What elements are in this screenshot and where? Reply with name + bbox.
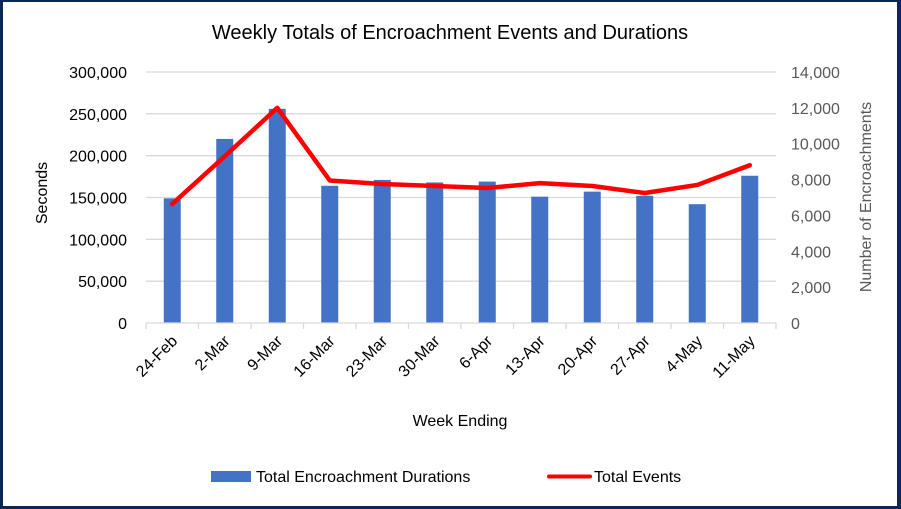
y-axis-left: 0 50,000 100,000 150,000 200,000 250,000 300,0… (69, 65, 127, 333)
y-left-tick-label: 150,000 (69, 191, 127, 208)
x-tick-label: 16-Mar (291, 332, 339, 380)
x-tick-label: 11-May (710, 333, 759, 382)
y-axis-right-title: Number of Encroachments (858, 102, 875, 292)
legend-label-durations: Total Encroachment Durations (256, 469, 470, 486)
bar-23-Mar[interactable] (373, 179, 391, 323)
x-tick-label: 6-Apr (456, 332, 496, 372)
point-6-Apr[interactable] (485, 185, 490, 190)
point-16-Mar[interactable] (327, 178, 332, 183)
point-20-Apr[interactable] (590, 184, 595, 189)
x-tick-label: 23-Mar (343, 332, 391, 380)
bar-2-Mar[interactable] (216, 138, 234, 323)
point-24-Feb[interactable] (170, 201, 175, 206)
point-27-Apr[interactable] (642, 191, 647, 196)
bar-11-May[interactable] (741, 175, 759, 323)
bar-30-Mar[interactable] (426, 182, 444, 323)
x-tick-label: 9-Mar (245, 332, 287, 374)
y-left-tick-label: 50,000 (78, 274, 127, 291)
x-tick-label: 24-Feb (133, 333, 181, 381)
y-left-tick-label: 250,000 (69, 107, 127, 124)
x-axis-title: Week Ending (413, 413, 508, 430)
x-tick-label: 2-Mar (192, 332, 234, 374)
line-total-events[interactable] (170, 105, 752, 207)
y-right-tick-label: 0 (791, 316, 800, 333)
legend: Total Encroachment Durations Total Event… (211, 469, 681, 486)
bar-series-durations (163, 108, 759, 324)
bar-27-Apr[interactable] (636, 195, 654, 323)
y-right-tick-label: 6,000 (791, 208, 831, 225)
y-right-tick-label: 2,000 (791, 280, 831, 297)
y-axis-left-title: Seconds (34, 162, 51, 224)
point-11-May[interactable] (747, 163, 752, 168)
x-tick-label: 13-Apr (503, 332, 549, 378)
x-axis-categories: 24-Feb 2-Mar 9-Mar 16-Mar 23-Mar 30-Mar 6-Apr 1… (133, 332, 758, 381)
chart-title: Weekly Totals of Encroachment Events and… (212, 22, 688, 44)
bar-4-May[interactable] (688, 204, 706, 323)
bar-9-Mar[interactable] (268, 108, 286, 324)
y-left-tick-label: 300,000 (69, 65, 127, 82)
legend-label-events: Total Events (594, 469, 681, 486)
y-right-tick-label: 8,000 (791, 173, 831, 190)
legend-swatch-durations (211, 471, 251, 482)
y-right-tick-label: 10,000 (791, 137, 840, 154)
y-left-tick-label: 100,000 (69, 232, 127, 249)
legend-item-durations[interactable]: Total Encroachment Durations (211, 469, 470, 486)
bar-6-Apr[interactable] (478, 181, 496, 323)
x-tick-label: 30-Mar (396, 332, 444, 380)
line-series-events (170, 105, 752, 207)
bar-16-Mar[interactable] (321, 185, 339, 323)
point-13-Apr[interactable] (537, 181, 542, 186)
x-tick-label: 20-Apr (555, 332, 601, 378)
bar-20-Apr[interactable] (583, 191, 601, 323)
y-right-tick-label: 14,000 (791, 65, 840, 82)
point-9-Mar[interactable] (275, 105, 280, 110)
point-23-Mar[interactable] (380, 182, 385, 187)
point-2-Mar[interactable] (222, 154, 227, 159)
y-left-tick-label: 0 (118, 316, 127, 333)
x-tick-label: 4-May (663, 333, 706, 376)
bar-13-Apr[interactable] (531, 196, 549, 323)
x-axis (145, 322, 777, 329)
y-left-tick-label: 200,000 (69, 149, 127, 166)
y-axis-right: 0 2,000 4,000 6,000 8,000 10,000 12,000 14,000 (791, 65, 840, 333)
point-4-May[interactable] (695, 182, 700, 187)
x-tick-label: 27-Apr (608, 332, 654, 378)
point-30-Mar[interactable] (432, 184, 437, 189)
gridlines (146, 71, 776, 282)
y-right-tick-label: 4,000 (791, 244, 831, 261)
y-right-tick-label: 12,000 (791, 101, 840, 118)
legend-item-events[interactable]: Total Events (547, 469, 681, 486)
bar-24-Feb[interactable] (163, 198, 181, 323)
